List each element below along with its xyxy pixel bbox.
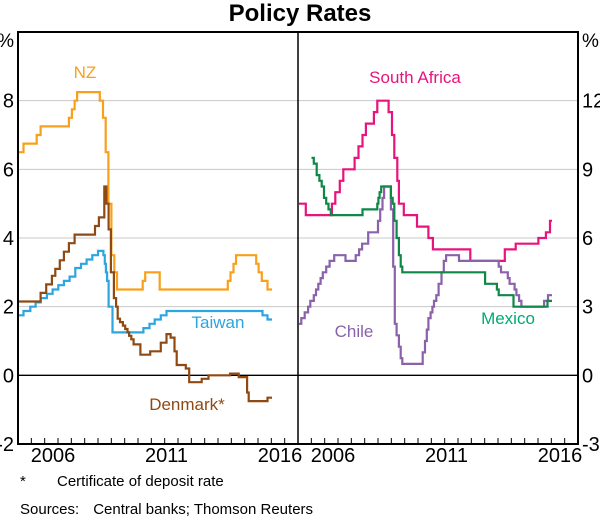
y-axis-label-left: 2 [3,297,14,319]
y-axis-label-left: 8 [3,91,14,113]
y-axis-label-left: 0 [3,365,14,387]
footnote-text: Certificate of deposit rate [57,473,224,490]
y-axis-label-right: 12 [582,91,600,113]
x-axis-label: 2016 [538,445,583,467]
x-axis-label: 2006 [31,445,76,467]
series-line-nz [19,91,272,291]
y-axis-label-right: -3 [582,434,600,456]
series-line-south-africa [299,99,552,262]
sources-text: Central banks; Thomson Reuters [93,501,314,518]
y-axis-unit-right: % [582,31,599,52]
y-axis-label-right: 3 [582,297,593,319]
sources-label: Sources: [20,501,80,518]
y-axis-label-right: 6 [582,228,593,250]
y-axis-label-left: 6 [3,159,14,181]
series-line-taiwan [19,249,272,334]
x-axis-label: 2006 [311,445,356,467]
policy-rates-chart: NZ Taiwan Denmark* 8 6 4 2 0 -2% 2006 2011 2016 Sout… [0,31,600,467]
y-axis-label-left: -2 [0,434,14,456]
y-axis-label-right: 9 [582,159,593,181]
series-label-mexico: Mexico [481,309,535,328]
series-label-chile: Chile [335,322,374,341]
y-axis-label-left: 4 [3,228,14,250]
series-label-south-africa: South Africa [369,68,461,87]
series-label-denmark: Denmark* [149,395,225,414]
chart-title: Policy Rates [228,0,372,27]
y-axis-unit-left: % [0,31,14,52]
x-axis-label: 2011 [145,445,188,467]
x-axis-label: 2011 [425,445,468,467]
y-axis-label-right: 0 [582,365,593,387]
sources: Sources: Central banks; Thomson Reuters [20,501,580,518]
series-line-chile [299,185,552,365]
series-line-denmark [19,185,272,403]
series-label-nz: NZ [74,63,97,82]
series-line-mexico [311,156,552,308]
series-label-taiwan: Taiwan [192,313,245,332]
footnote: * Certificate of deposit rate [20,473,580,490]
footnote-marker: * [20,473,26,490]
x-axis-label: 2016 [258,445,303,467]
